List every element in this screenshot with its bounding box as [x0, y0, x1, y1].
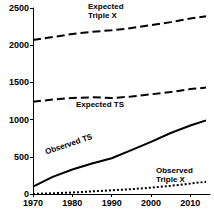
svg-text:2000: 2000	[141, 198, 161, 208]
svg-text:500: 500	[14, 152, 29, 162]
svg-text:1000: 1000	[9, 115, 29, 125]
svg-text:1500: 1500	[9, 77, 29, 87]
svg-text:Observed: Observed	[156, 166, 193, 175]
svg-text:0: 0	[24, 189, 29, 199]
svg-text:Expected TS: Expected TS	[76, 100, 125, 109]
svg-text:2010: 2010	[180, 198, 200, 208]
svg-text:1970: 1970	[23, 198, 43, 208]
svg-text:Triple X: Triple X	[156, 175, 186, 184]
svg-text:Triple X: Triple X	[88, 11, 118, 20]
svg-text:2000: 2000	[9, 40, 29, 50]
svg-text:1990: 1990	[102, 198, 122, 208]
svg-text:2500: 2500	[9, 3, 29, 13]
svg-text:1980: 1980	[62, 198, 82, 208]
svg-text:Expected: Expected	[88, 2, 124, 11]
svg-text:Observed TS: Observed TS	[44, 132, 94, 157]
